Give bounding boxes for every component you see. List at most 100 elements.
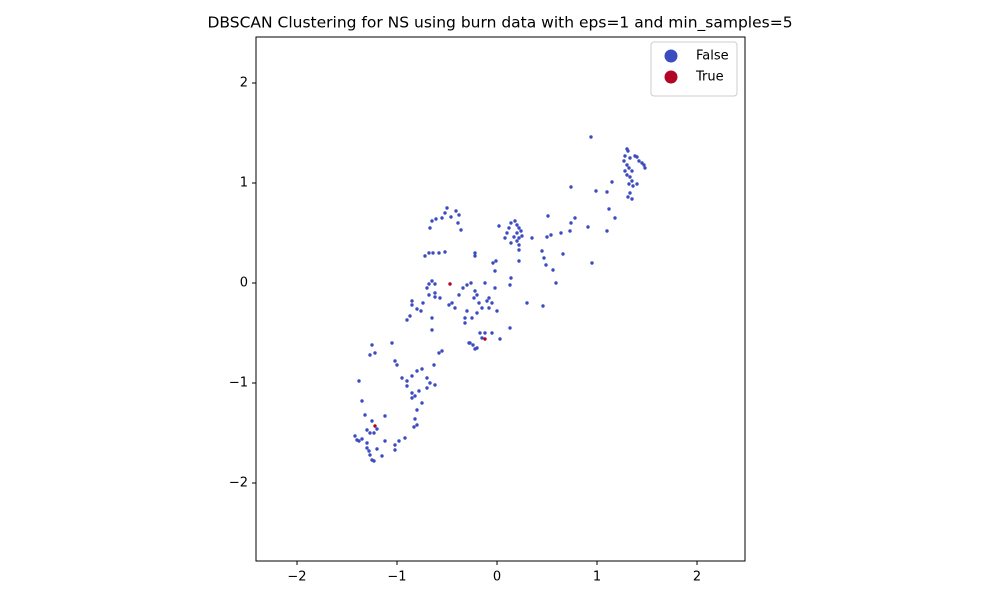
point: [368, 431, 372, 435]
point: [427, 251, 431, 255]
point: [625, 173, 629, 177]
point: [419, 309, 423, 313]
point: [353, 434, 357, 438]
point: [373, 351, 377, 355]
point: [440, 349, 444, 353]
point: [421, 301, 425, 305]
point: [630, 179, 634, 183]
x-tick-label: 2: [693, 570, 701, 585]
point: [471, 343, 475, 347]
point: [622, 159, 626, 163]
legend-marker: [664, 49, 678, 63]
point: [375, 427, 379, 431]
point: [425, 376, 429, 380]
y-tick-label: −2: [229, 476, 248, 491]
point: [503, 236, 507, 240]
point: [468, 341, 472, 345]
point: [493, 269, 497, 273]
point: [415, 369, 419, 373]
point: [400, 376, 404, 380]
point: [357, 439, 361, 443]
point: [520, 234, 524, 238]
point: [383, 439, 387, 443]
point: [627, 182, 631, 186]
point: [370, 419, 374, 423]
point: [438, 296, 442, 300]
point: [430, 328, 434, 332]
point: [561, 252, 565, 256]
point: [445, 206, 449, 210]
point: [425, 286, 429, 290]
point: [490, 301, 494, 305]
point: [498, 337, 502, 341]
point: [628, 156, 632, 160]
point: [637, 159, 641, 163]
x-tick-label: 1: [593, 570, 601, 585]
point: [512, 235, 516, 239]
point: [440, 216, 444, 220]
point: [390, 341, 394, 345]
point: [437, 251, 441, 255]
point: [459, 228, 463, 232]
point: [413, 394, 417, 398]
point: [544, 263, 548, 267]
point: [483, 281, 487, 285]
point: [456, 221, 460, 225]
point: [627, 166, 631, 170]
point: [405, 384, 409, 388]
point: [545, 235, 549, 239]
point: [430, 279, 434, 283]
point: [635, 182, 639, 186]
point: [472, 296, 476, 300]
point: [589, 135, 593, 139]
point: [559, 231, 563, 235]
point: [417, 389, 421, 393]
point: [365, 428, 369, 432]
point: [453, 306, 457, 310]
point: [410, 303, 414, 307]
point: [626, 149, 630, 153]
point: [372, 459, 376, 463]
point: [431, 251, 435, 255]
point: [393, 443, 397, 447]
point: [363, 413, 367, 417]
x-tick-label: −1: [387, 570, 406, 585]
point: [613, 216, 617, 220]
point: [408, 314, 412, 318]
point: [461, 286, 465, 290]
point: [625, 163, 629, 167]
y-tick-label: −1: [229, 376, 248, 391]
point: [519, 229, 523, 233]
point: [380, 454, 384, 458]
point: [375, 447, 379, 451]
point: [405, 318, 409, 322]
point: [540, 249, 544, 253]
point: [541, 304, 545, 308]
point: [433, 291, 437, 295]
point: [454, 209, 458, 213]
point: [508, 326, 512, 330]
legend-label: False: [696, 49, 729, 64]
point: [430, 219, 434, 223]
point: [505, 231, 509, 235]
legend-marker: [664, 70, 678, 84]
point: [478, 331, 482, 335]
point: [370, 343, 374, 347]
point: [473, 254, 477, 258]
point: [447, 303, 451, 307]
point: [475, 311, 479, 315]
point: [463, 321, 467, 325]
point: [515, 239, 519, 243]
point: [628, 191, 632, 195]
point: [443, 250, 447, 254]
point: [623, 169, 627, 173]
point: [469, 281, 473, 285]
point: [465, 283, 469, 287]
x-tick-label: 0: [493, 570, 501, 585]
point: [427, 293, 431, 297]
point: [586, 225, 590, 229]
point: [491, 261, 495, 265]
point: [415, 423, 419, 427]
point: [631, 184, 635, 188]
